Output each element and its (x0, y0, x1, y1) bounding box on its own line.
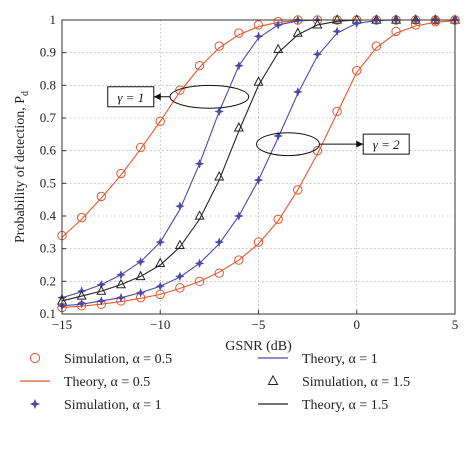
data-point-star (292, 86, 303, 97)
data-point-circle (214, 41, 224, 51)
y-tick-label: 0.4 (40, 208, 57, 223)
data-point-circle (253, 237, 264, 247)
data-point-circle (332, 106, 342, 117)
legend-label: Theory, α = 1.5 (302, 398, 388, 413)
data-point-circle (76, 212, 87, 223)
y-tick-label: 0.1 (40, 306, 56, 321)
x-tick-label: 0 (354, 317, 361, 332)
plot-series (56, 14, 461, 313)
legend-label: Simulation, α = 1 (64, 398, 162, 413)
data-point-circle (293, 185, 303, 195)
legend-item: Simulation, α = 1.5 (267, 374, 410, 390)
data-point-star (312, 49, 323, 60)
data-point-circle (116, 168, 126, 179)
legend-item: Simulation, α = 0.5 (29, 352, 172, 367)
x-axis-label: GSNR (dB) (225, 339, 292, 354)
data-point-circle (234, 255, 244, 265)
legend-label: Simulation, α = 0.5 (64, 352, 172, 367)
series-line-group (61, 20, 456, 309)
legend-label: Simulation, α = 1.5 (302, 375, 410, 390)
y-tick-label: 0.8 (40, 77, 56, 92)
axis-ticks: −15 −10 −5 0 5 0.1 0.2 0.3 0.4 0.5 0.6 0.7 0.8 0.9 1 (40, 12, 459, 332)
annotation-ellipse (169, 84, 250, 109)
data-point-star (76, 298, 87, 309)
legend-item: Theory, α = 1 (258, 352, 378, 367)
data-point-circle (175, 85, 185, 95)
legend-item: Theory, α = 0.5 (20, 375, 150, 390)
data-point-circle (96, 191, 107, 202)
annotation-arrowhead (153, 93, 161, 101)
legend-label: Theory, α = 0.5 (64, 375, 150, 390)
y-axis-label-main: Probability of detection, P (13, 96, 28, 243)
annotation-label: γ = 1 (117, 90, 144, 105)
data-point-circle (194, 276, 205, 287)
annotation-arrowhead (356, 140, 364, 148)
data-point-circle (214, 268, 224, 278)
annotation-label: γ = 2 (373, 137, 400, 152)
y-tick-label: 0.2 (40, 273, 56, 288)
y-axis-label-subscript: d (20, 91, 31, 96)
data-point-circle (135, 142, 146, 153)
x-tick-label: 5 (452, 317, 459, 332)
x-tick-label: −10 (150, 317, 170, 332)
data-point-triangle (267, 374, 279, 385)
data-point-star (253, 31, 264, 42)
data-point-circle (175, 283, 185, 293)
data-point-circle (352, 65, 362, 76)
series-line-group (61, 19, 455, 307)
data-point-star (332, 26, 343, 37)
x-tick-label: −5 (252, 317, 266, 332)
series-line (61, 19, 455, 307)
y-tick-label: 0.6 (40, 143, 57, 158)
data-point-triangle (135, 270, 146, 281)
series-marker-group (57, 15, 460, 303)
data-point-circle (273, 214, 283, 224)
y-tick-label: 0.5 (40, 175, 56, 190)
annotation-ellipse (256, 132, 320, 157)
data-point-star (29, 398, 41, 410)
data-point-circle (155, 116, 165, 126)
annotations: γ = 1 γ = 2 (107, 84, 410, 157)
data-point-circle (253, 20, 264, 30)
series-line (61, 20, 456, 309)
legend: Simulation, α = 0.5 Theory, α = 1 Theory, … (20, 352, 410, 413)
x-tick-label: −15 (52, 317, 72, 332)
legend-label: Theory, α = 1 (302, 352, 378, 367)
data-point-circle (194, 61, 205, 71)
data-point-circle (371, 41, 382, 51)
y-tick-label: 0.7 (40, 110, 57, 125)
y-tick-label: 0.3 (40, 241, 56, 256)
annotation-1: γ = 1 (107, 84, 250, 109)
y-axis-label: Probability of detection, Pd (13, 91, 31, 243)
y-tick-label: 1 (50, 12, 57, 27)
series-marker-group (57, 15, 460, 311)
data-point-triangle (273, 43, 284, 54)
data-point-star (273, 131, 284, 141)
annotation-2: γ = 2 (256, 132, 410, 157)
legend-item: Theory, α = 1.5 (258, 398, 388, 413)
legend-item: Simulation, α = 1 (29, 398, 162, 413)
y-tick-label: 0.9 (40, 45, 56, 60)
data-point-circle (29, 352, 41, 364)
